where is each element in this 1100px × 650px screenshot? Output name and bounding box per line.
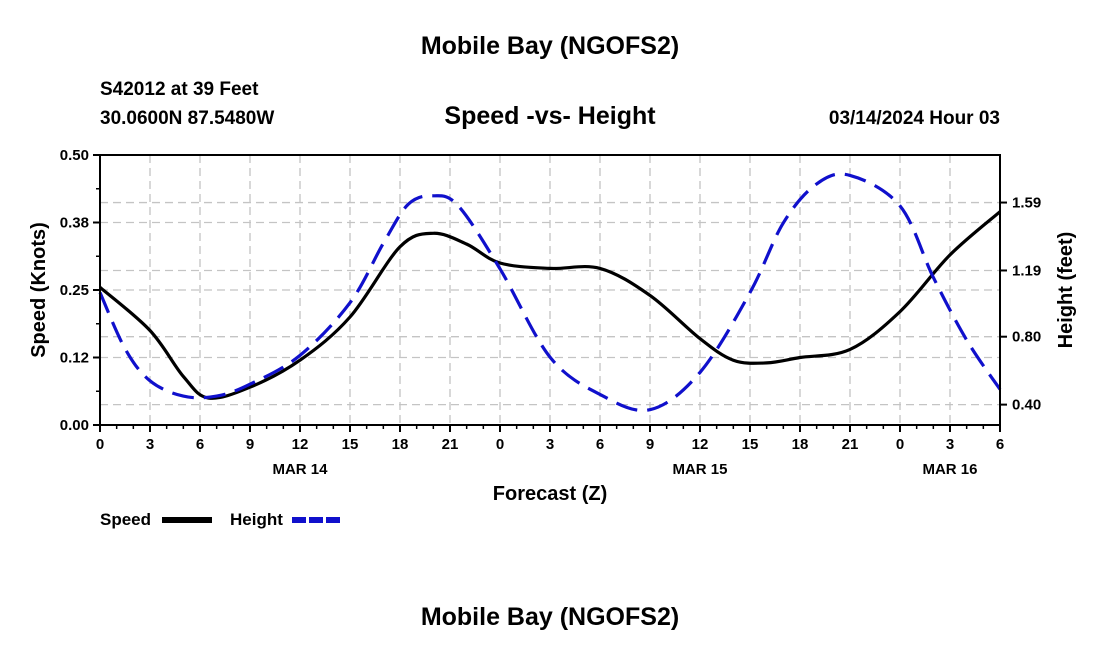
y2-tick-label: 1.19 <box>1012 262 1041 279</box>
x-tick-label: 9 <box>646 436 654 453</box>
x-date-label: MAR 16 <box>922 461 977 478</box>
y-tick-label: 0.25 <box>60 282 89 299</box>
x-tick-label: 18 <box>792 436 809 453</box>
axes-ticks: 0 3 6 9 12 15 18 21 0 3 6 9 12 15 18 21 0 3 6 MAR 14 MAR 15 M… <box>60 147 1041 478</box>
datetime-label: 03/14/2024 Hour 03 <box>829 108 1000 129</box>
y2-tick-label: 0.40 <box>1012 397 1041 414</box>
chart-title-top: Mobile Bay (NGOFS2) <box>421 32 679 60</box>
station-label: S42012 at 39 Feet <box>100 79 259 100</box>
x-tick-label: 6 <box>196 436 204 453</box>
y-axis-title: Speed (Knots) <box>28 222 50 358</box>
series-layer <box>98 172 1002 413</box>
coordinates-label: 30.0600N 87.5480W <box>100 108 274 129</box>
x-tick-label: 21 <box>442 436 459 453</box>
y-tick-label: 0.12 <box>60 350 89 367</box>
x-tick-label: 3 <box>146 436 154 453</box>
chart-title-bottom: Mobile Bay (NGOFS2) <box>421 603 679 631</box>
legend: Speed Height <box>100 510 342 529</box>
chart-subtitle: Speed -vs- Height <box>444 102 656 130</box>
legend-height-label: Height <box>230 510 283 529</box>
x-date-label: MAR 15 <box>672 461 727 478</box>
x-tick-label: 3 <box>946 436 954 453</box>
y2-axis-title: Height (feet) <box>1055 232 1077 349</box>
x-axis-title: Forecast (Z) <box>493 483 607 505</box>
x-tick-label: 12 <box>292 436 309 453</box>
y-tick-label: 0.50 <box>60 147 89 164</box>
x-tick-label: 0 <box>896 436 904 453</box>
x-tick-label: 6 <box>996 436 1004 453</box>
x-tick-label: 3 <box>546 436 554 453</box>
x-tick-label: 6 <box>596 436 604 453</box>
x-tick-label: 12 <box>692 436 709 453</box>
x-tick-label: 0 <box>96 436 104 453</box>
x-tick-label: 15 <box>342 436 359 453</box>
series-line-speed <box>98 210 1002 400</box>
y-tick-label: 0.38 <box>60 215 89 232</box>
y2-tick-label: 0.80 <box>1012 329 1041 346</box>
y-tick-label: 0.00 <box>60 417 89 434</box>
series-line-height <box>98 172 1002 413</box>
y2-tick-label: 1.59 <box>1012 195 1041 212</box>
grid <box>100 155 1000 425</box>
x-tick-label: 15 <box>742 436 759 453</box>
x-tick-label: 9 <box>246 436 254 453</box>
legend-speed-label: Speed <box>100 510 151 529</box>
x-tick-label: 0 <box>496 436 504 453</box>
x-date-label: MAR 14 <box>272 461 328 478</box>
x-tick-label: 21 <box>842 436 859 453</box>
x-tick-label: 18 <box>392 436 409 453</box>
